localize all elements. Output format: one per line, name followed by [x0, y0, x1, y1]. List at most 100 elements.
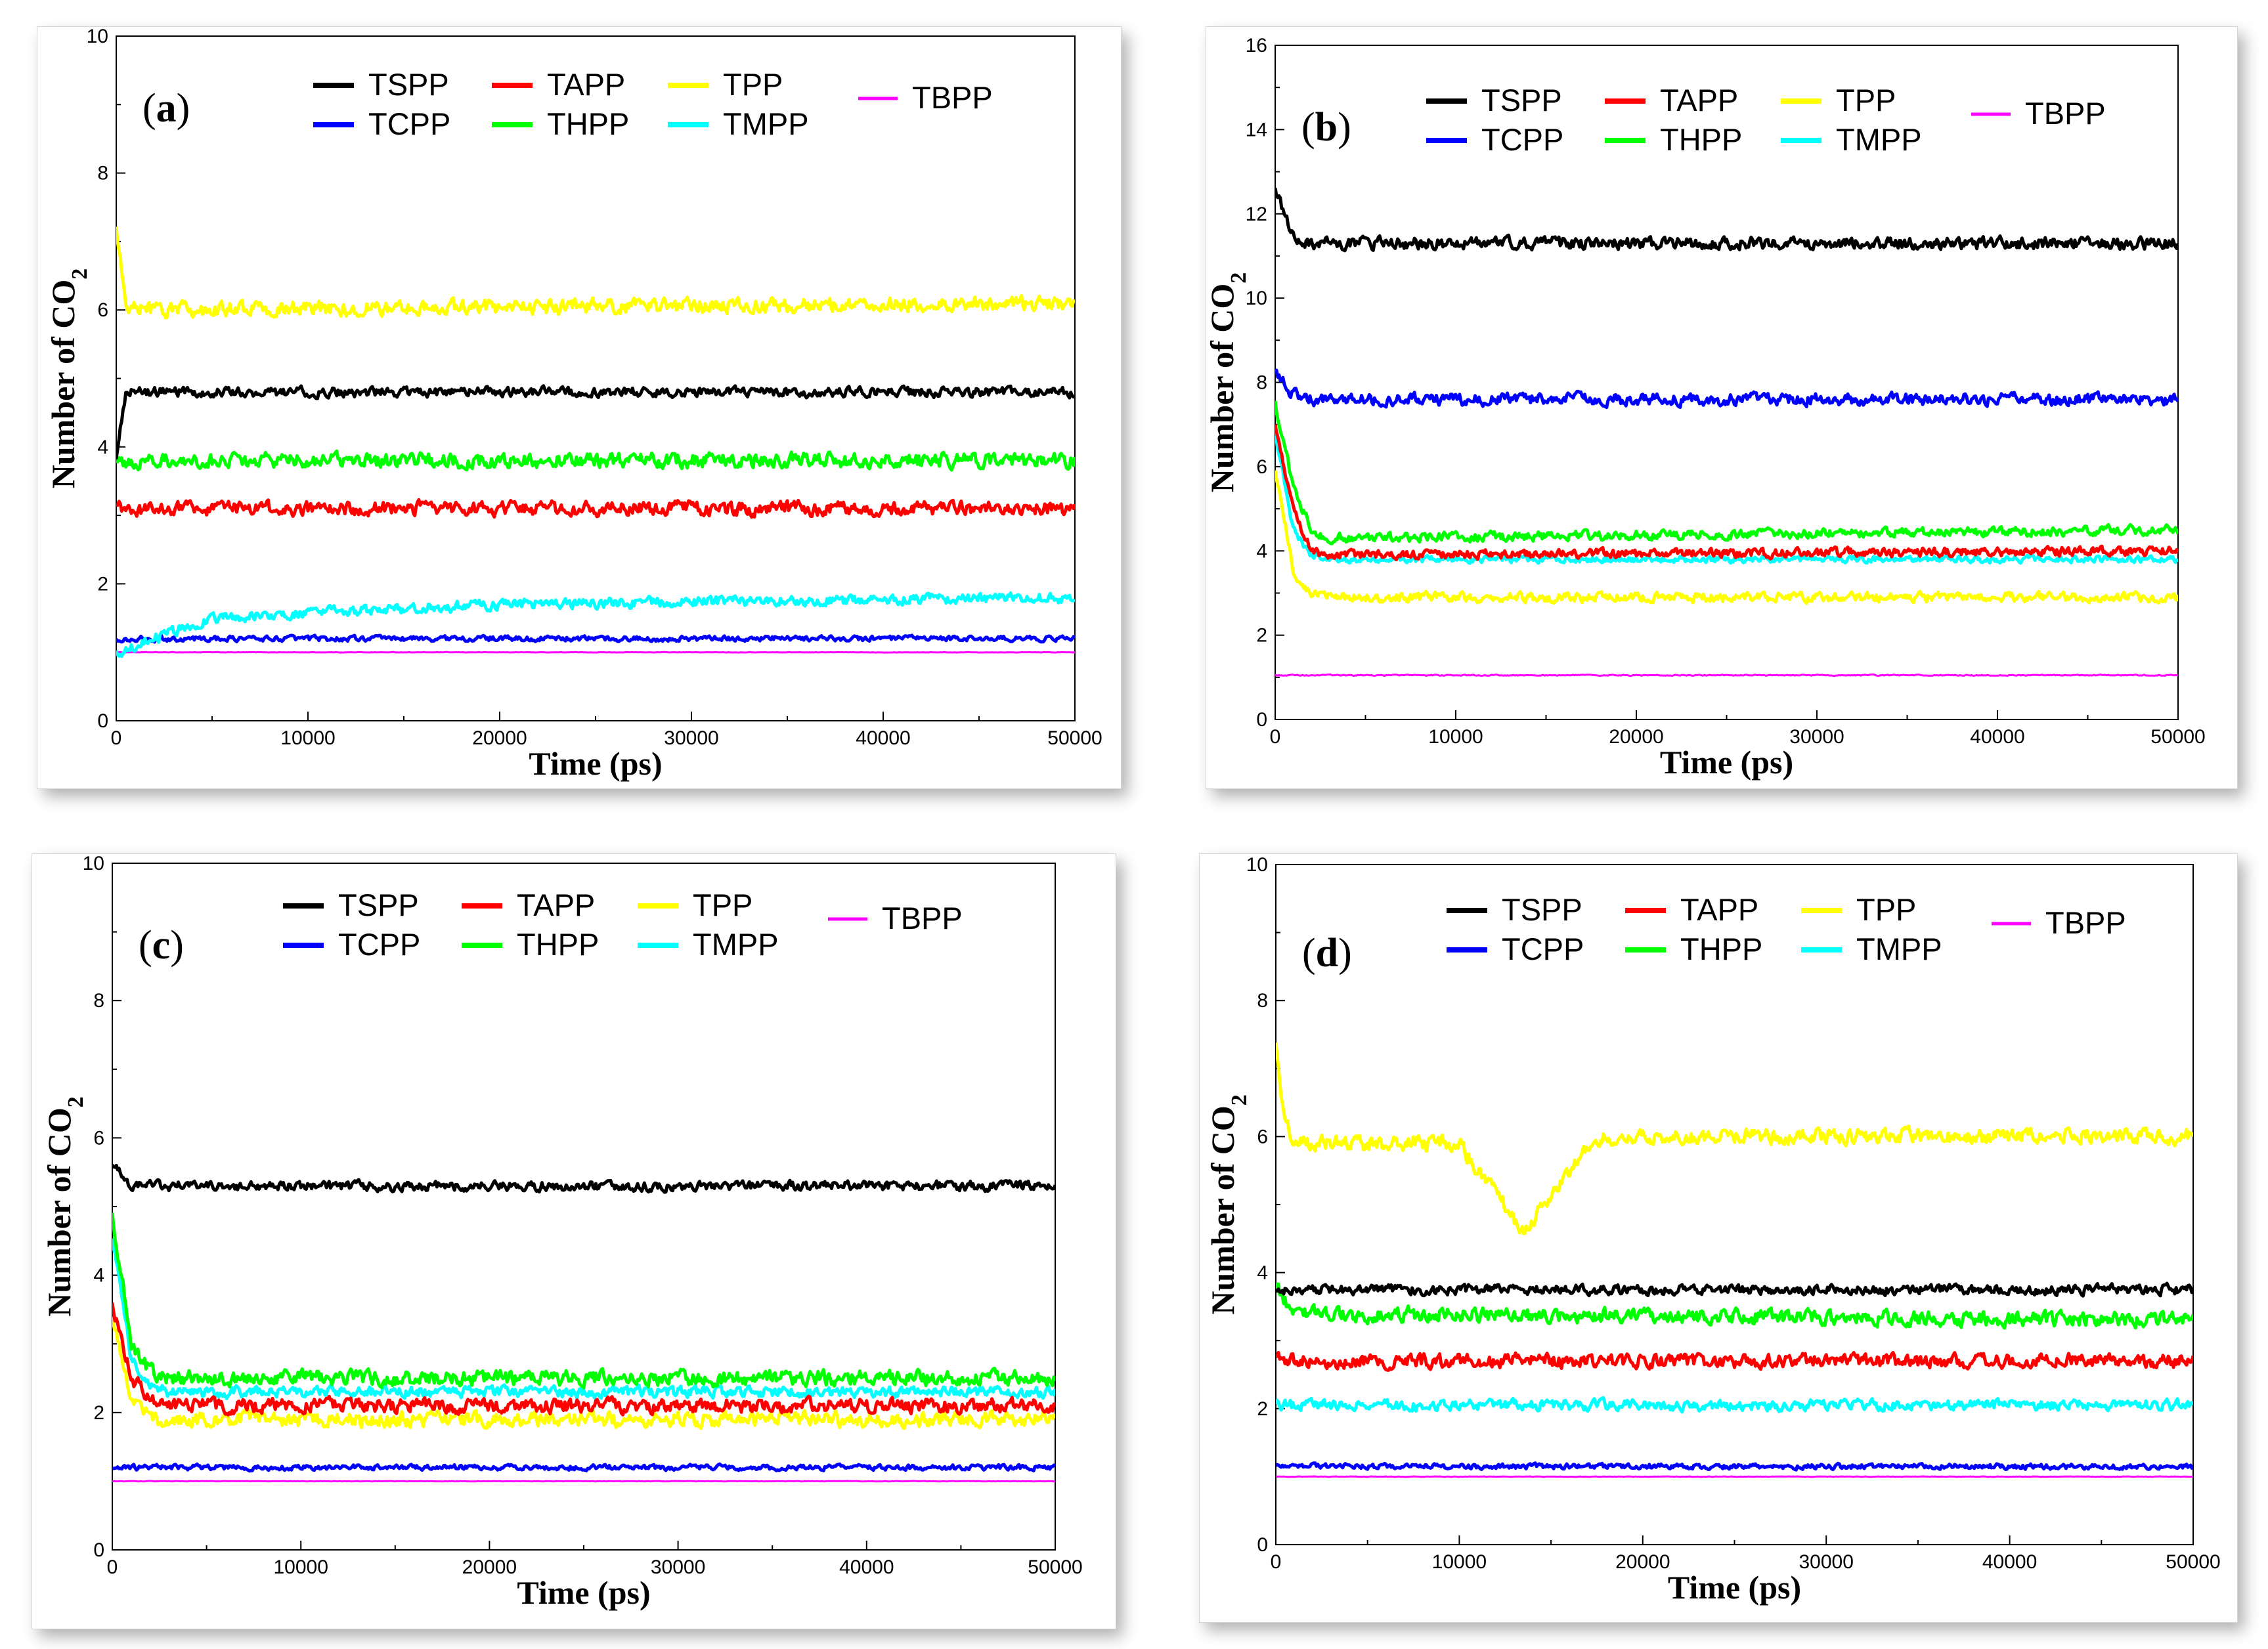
legend-label-tbpp: TBPP — [882, 901, 963, 935]
panel-label: (a) — [142, 86, 190, 131]
series-line-tapp — [112, 1302, 1055, 1417]
x-tick-label: 30000 — [664, 727, 718, 749]
series-line-tmpp — [1276, 1396, 2193, 1414]
y-tick-label: 0 — [1257, 1534, 1268, 1556]
series-line-tcpp — [112, 1462, 1055, 1473]
x-tick-label: 40000 — [1970, 726, 2024, 748]
legend-label-thpp: THPP — [517, 927, 599, 962]
series-line-tpp — [116, 226, 1075, 320]
series-line-tcpp — [116, 633, 1075, 644]
series-line-tcpp — [1275, 368, 2178, 410]
x-tick-label: 10000 — [1432, 1551, 1487, 1573]
series-group — [116, 226, 1075, 658]
plot-frame — [1275, 864, 2194, 1545]
series-line-tspp — [116, 384, 1075, 460]
panel-c: 0 10000 20000 30000 40000 50000 0 2 4 6 8 10 Time (p… — [32, 853, 1116, 1629]
series-line-tapp — [116, 498, 1075, 519]
series-line-tpp — [1275, 470, 2178, 605]
y-tick-label: 6 — [93, 1127, 104, 1149]
legend: TSPP TAPP TPP TBPP TCPP THPP TMPP — [283, 888, 963, 962]
y-tick-label: 8 — [1257, 990, 1268, 1012]
y-tick-label: 6 — [1257, 1126, 1268, 1147]
legend-label-tcpp: TCPP — [1481, 122, 1563, 157]
series-line-tmpp — [116, 591, 1075, 658]
x-axis-title: Time (ps) — [517, 1574, 650, 1611]
legend-label-tmpp: TMPP — [1856, 932, 1942, 966]
legend-label-tspp: TSPP — [1502, 892, 1582, 927]
legend-label-thpp: THPP — [1680, 932, 1762, 966]
series-line-tspp — [1276, 1281, 2193, 1298]
legend-label-tpp: TPP — [1836, 83, 1896, 118]
y-tick-label: 12 — [1246, 203, 1267, 225]
chart-a: 0 10000 20000 30000 40000 50000 0 2 4 6 8 10 Time (p… — [45, 27, 1102, 782]
legend-label-tbpp: TBPP — [912, 80, 993, 115]
panel-label: (d) — [1302, 931, 1352, 975]
y-tick-label: 14 — [1246, 119, 1267, 140]
series-group — [1276, 1042, 2193, 1478]
y-axis-title: Number of CO2 — [45, 268, 92, 489]
x-tick-label: 30000 — [651, 1556, 705, 1578]
legend-label-tspp: TSPP — [368, 67, 449, 102]
legend: TSPP TAPP TPP TBPP TCPP THPP TMPP — [1447, 892, 2126, 966]
panel-label: (c) — [139, 923, 184, 968]
panel-d: 0 10000 20000 30000 40000 50000 0 2 4 6 8 10 Time (p… — [1199, 853, 2238, 1623]
x-tick-label: 40000 — [856, 727, 910, 749]
x-tick-label: 30000 — [1799, 1551, 1853, 1573]
y-tick-label: 16 — [1246, 35, 1267, 56]
legend-label-tmpp: TMPP — [723, 106, 809, 141]
x-tick-label: 0 — [111, 727, 122, 749]
y-tick-label: 4 — [97, 437, 108, 458]
legend-label-tapp: TAPP — [547, 67, 625, 102]
series-line-tapp — [1275, 424, 2178, 562]
y-axis-title: Number of CO2 — [41, 1096, 88, 1317]
series-line-tbpp — [112, 1480, 1055, 1483]
x-tick-label: 40000 — [839, 1556, 894, 1578]
x-tick-label: 30000 — [1789, 726, 1844, 748]
legend-label-tpp: TPP — [693, 888, 752, 922]
x-tick-label: 0 — [107, 1556, 118, 1578]
legend-label-tcpp: TCPP — [368, 106, 450, 141]
x-tick-label: 10000 — [273, 1556, 328, 1578]
y-tick-label: 10 — [87, 27, 108, 47]
y-tick-label: 0 — [1256, 709, 1267, 731]
legend-label-tapp: TAPP — [1680, 892, 1758, 927]
legend-label-tspp: TSPP — [1481, 83, 1562, 118]
panel-b: 0 10000 20000 30000 40000 50000 0 2 4 6 8 10 12 14 16 T… — [1206, 26, 2238, 789]
panel-a: 0 10000 20000 30000 40000 50000 0 2 4 6 8 10 Time (p… — [37, 26, 1122, 789]
chart-d: 0 10000 20000 30000 40000 50000 0 2 4 6 8 10 Time (p… — [1204, 854, 2221, 1606]
series-line-tmpp — [1275, 431, 2178, 565]
y-tick-label: 10 — [83, 854, 104, 874]
x-tick-label: 10000 — [1428, 726, 1483, 748]
chart-c: 0 10000 20000 30000 40000 50000 0 2 4 6 8 10 Time (p… — [41, 854, 1083, 1611]
legend-label-thpp: THPP — [1660, 122, 1742, 157]
x-tick-label: 20000 — [1609, 726, 1663, 748]
panel-label: (b) — [1301, 105, 1351, 150]
x-axis-title: Time (ps) — [1668, 1569, 1801, 1606]
x-tick-label: 20000 — [462, 1556, 517, 1578]
series-line-tpp — [112, 1316, 1055, 1430]
legend-label-thpp: THPP — [547, 106, 629, 141]
series-group — [112, 1163, 1055, 1483]
x-axis-title: Time (ps) — [529, 745, 662, 782]
series-line-thpp — [1276, 1282, 2193, 1330]
series-line-tbpp — [1275, 673, 2178, 677]
series-line-thpp — [112, 1212, 1055, 1390]
legend: TSPP TAPP TPP TBPP TCPP THPP TMPP — [313, 67, 993, 141]
y-tick-label: 8 — [97, 163, 108, 184]
legend-label-tmpp: TMPP — [693, 927, 779, 962]
series-line-tpp — [1276, 1042, 2193, 1235]
x-tick-label: 50000 — [1047, 727, 1102, 749]
x-tick-label: 10000 — [280, 727, 335, 749]
y-tick-label: 2 — [93, 1402, 104, 1424]
y-tick-label: 8 — [1256, 372, 1267, 394]
legend-label-tapp: TAPP — [517, 888, 595, 922]
y-axis-title: Number of CO2 — [1206, 272, 1251, 493]
legend-label-tmpp: TMPP — [1836, 122, 1922, 157]
legend-label-tpp: TPP — [1856, 892, 1916, 927]
legend-label-tcpp: TCPP — [338, 927, 420, 962]
x-tick-label: 50000 — [1028, 1556, 1082, 1578]
series-line-tcpp — [1276, 1461, 2193, 1472]
series-line-thpp — [1275, 400, 2178, 546]
y-tick-label: 0 — [93, 1539, 104, 1561]
y-axis-title: Number of CO2 — [1204, 1094, 1252, 1315]
